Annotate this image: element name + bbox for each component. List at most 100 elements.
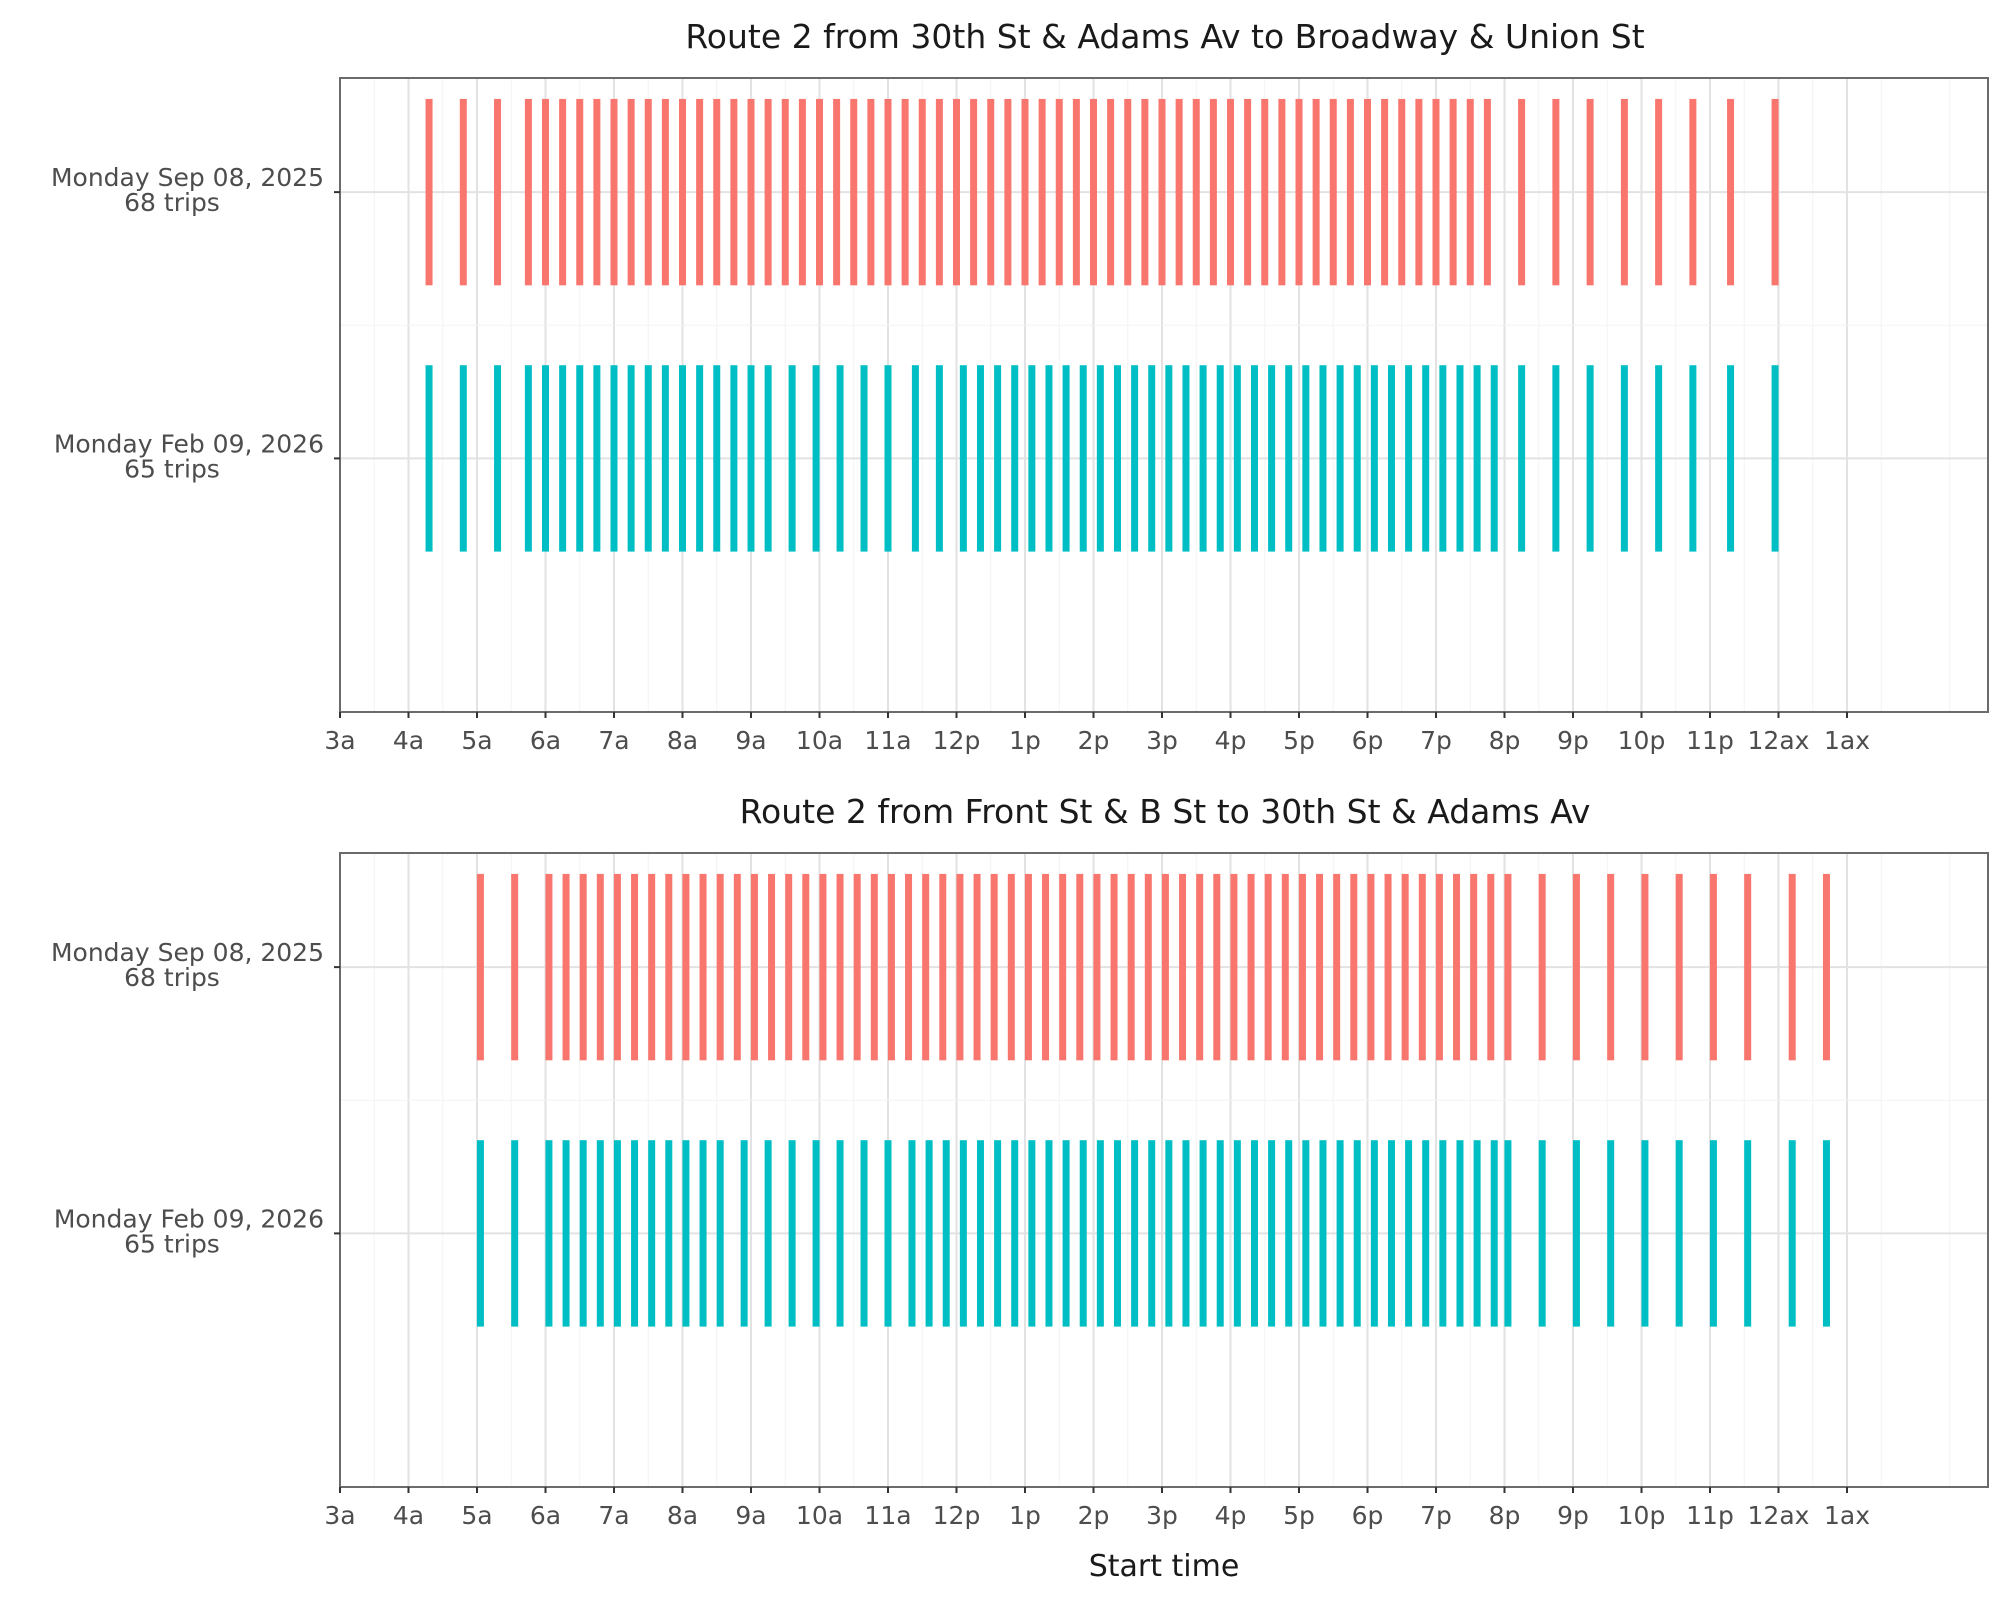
- trip-mark: [1144, 873, 1152, 1061]
- trip-mark: [494, 98, 502, 286]
- trip-mark: [1552, 365, 1560, 552]
- trip-mark: [987, 98, 995, 286]
- trip-mark: [768, 873, 776, 1061]
- panel-top: Route 2 from 30th St & Adams Av to Broad…: [51, 17, 1989, 755]
- trip-mark: [476, 873, 484, 1061]
- trip-mark: [1113, 365, 1121, 552]
- trip-mark: [1196, 873, 1204, 1061]
- trip-mark: [1319, 1140, 1327, 1327]
- x-tick-label: 11a: [864, 1501, 911, 1530]
- trip-mark: [1709, 1140, 1717, 1327]
- trip-mark: [648, 873, 656, 1061]
- trip-mark: [613, 873, 621, 1061]
- x-tick-label: 8p: [1489, 726, 1521, 755]
- x-tick-label: 4p: [1215, 726, 1247, 755]
- trip-mark: [1370, 365, 1378, 552]
- trip-mark: [833, 98, 841, 286]
- trip-mark: [1264, 873, 1272, 1061]
- x-tick-label: 8p: [1489, 1501, 1521, 1530]
- trip-mark: [699, 873, 707, 1061]
- trip-mark: [733, 873, 741, 1061]
- trip-mark: [648, 1140, 656, 1327]
- trip-mark: [1131, 365, 1139, 552]
- trip-mark: [970, 98, 978, 286]
- trip-mark: [1490, 1140, 1498, 1327]
- trip-mark: [1432, 98, 1440, 286]
- trip-mark: [1268, 1140, 1276, 1327]
- x-tick-label: 9p: [1557, 726, 1589, 755]
- trip-mark: [1620, 98, 1628, 286]
- trip-mark: [545, 873, 553, 1061]
- trip-mark: [1822, 1140, 1830, 1327]
- trip-mark: [1387, 365, 1395, 552]
- trip-mark: [1079, 365, 1087, 552]
- trip-mark: [559, 365, 567, 552]
- trip-mark: [1295, 98, 1303, 286]
- trip-mark: [798, 98, 806, 286]
- trip-mark: [764, 365, 772, 552]
- x-tick-label: 7a: [598, 726, 629, 755]
- trip-mark: [1209, 98, 1217, 286]
- trip-mark: [511, 873, 519, 1061]
- trip-mark: [1124, 98, 1132, 286]
- y-tick-label-trips: 65 trips: [124, 454, 220, 483]
- trip-mark: [542, 365, 549, 552]
- trip-mark: [1473, 1140, 1481, 1327]
- trip-mark: [1405, 1140, 1413, 1327]
- trip-mark: [1689, 98, 1697, 286]
- trip-mark: [1247, 873, 1255, 1061]
- panel-bottom: Route 2 from Front St & B St to 30th St …: [51, 792, 1989, 1584]
- trip-mark: [576, 365, 584, 552]
- trip-mark: [459, 98, 467, 286]
- trip-mark: [1298, 873, 1306, 1061]
- trip-mark: [819, 873, 827, 1061]
- trip-mark: [935, 365, 943, 552]
- x-tick-label: 5p: [1283, 726, 1315, 755]
- trip-mark: [627, 98, 635, 286]
- trip-mark: [1620, 365, 1628, 552]
- x-tick-label: 1ax: [1824, 726, 1870, 755]
- trip-mark: [1285, 365, 1293, 552]
- trip-mark: [1449, 98, 1457, 286]
- trip-mark: [1079, 1140, 1087, 1327]
- trip-mark: [610, 98, 618, 286]
- trip-mark: [696, 98, 704, 286]
- trip-mark: [1165, 1140, 1173, 1327]
- x-tick-label: 9a: [735, 1501, 766, 1530]
- trip-mark: [1727, 98, 1735, 286]
- trip-mark: [494, 365, 502, 552]
- x-tick-label: 12p: [933, 1501, 981, 1530]
- trip-mark: [1405, 365, 1413, 552]
- trip-mark: [1302, 365, 1310, 552]
- trip-mark: [942, 1140, 950, 1327]
- trip-mark: [1319, 365, 1327, 552]
- trip-mark: [1158, 98, 1166, 286]
- trip-mark: [1456, 365, 1464, 552]
- trip-mark: [1401, 873, 1409, 1061]
- trip-mark: [750, 873, 758, 1061]
- trip-mark: [627, 365, 635, 552]
- trip-mark: [850, 98, 858, 286]
- trip-mark: [1744, 1140, 1752, 1327]
- trip-mark: [1456, 1140, 1464, 1327]
- trip-mark: [644, 98, 652, 286]
- trip-mark: [939, 873, 947, 1061]
- trip-mark: [576, 98, 584, 286]
- trip-mark: [1161, 873, 1169, 1061]
- x-tick-label: 10a: [796, 726, 843, 755]
- trip-mark: [788, 1140, 796, 1327]
- trip-mark: [1675, 1140, 1683, 1327]
- trip-mark: [559, 98, 567, 286]
- trip-mark: [935, 98, 943, 286]
- trip-mark: [730, 365, 738, 552]
- trip-mark: [1483, 98, 1491, 286]
- trip-mark: [1586, 365, 1594, 552]
- trip-mark: [788, 365, 796, 552]
- trip-mark: [959, 1140, 967, 1327]
- trip-mark: [1268, 365, 1276, 552]
- trip-mark: [1059, 873, 1067, 1061]
- trip-mark: [887, 873, 895, 1061]
- chart-title: Route 2 from Front St & B St to 30th St …: [740, 792, 1591, 831]
- trip-mark: [1771, 98, 1779, 286]
